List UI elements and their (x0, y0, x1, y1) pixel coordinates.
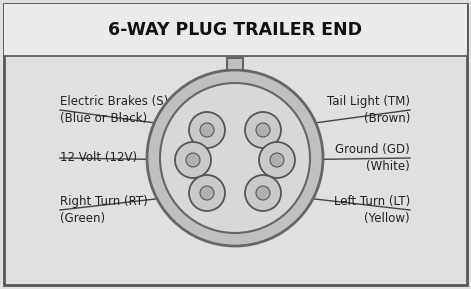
Circle shape (256, 123, 270, 137)
Circle shape (175, 142, 211, 178)
Circle shape (200, 123, 214, 137)
Circle shape (186, 153, 200, 167)
Text: Electric Brakes (S)
(Blue or Black): Electric Brakes (S) (Blue or Black) (60, 95, 168, 125)
Text: Ground (GD)
(White): Ground (GD) (White) (335, 143, 410, 173)
Text: 6-WAY PLUG TRAILER END: 6-WAY PLUG TRAILER END (108, 21, 363, 39)
Circle shape (200, 186, 214, 200)
Bar (227, 58, 243, 70)
Circle shape (259, 142, 295, 178)
Text: 12 Volt (12V): 12 Volt (12V) (60, 151, 137, 164)
Circle shape (160, 83, 310, 233)
Circle shape (147, 70, 323, 246)
Circle shape (189, 112, 225, 148)
Text: Right Turn (RT)
(Green): Right Turn (RT) (Green) (60, 195, 148, 225)
FancyBboxPatch shape (4, 4, 467, 285)
Text: Tail Light (TM)
(Brown): Tail Light (TM) (Brown) (327, 95, 410, 125)
Circle shape (245, 112, 281, 148)
Circle shape (189, 175, 225, 211)
Bar (4, 4, 467, 56)
Text: Left Turn (LT)
(Yellow): Left Turn (LT) (Yellow) (334, 195, 410, 225)
Circle shape (256, 186, 270, 200)
Circle shape (245, 175, 281, 211)
Circle shape (270, 153, 284, 167)
